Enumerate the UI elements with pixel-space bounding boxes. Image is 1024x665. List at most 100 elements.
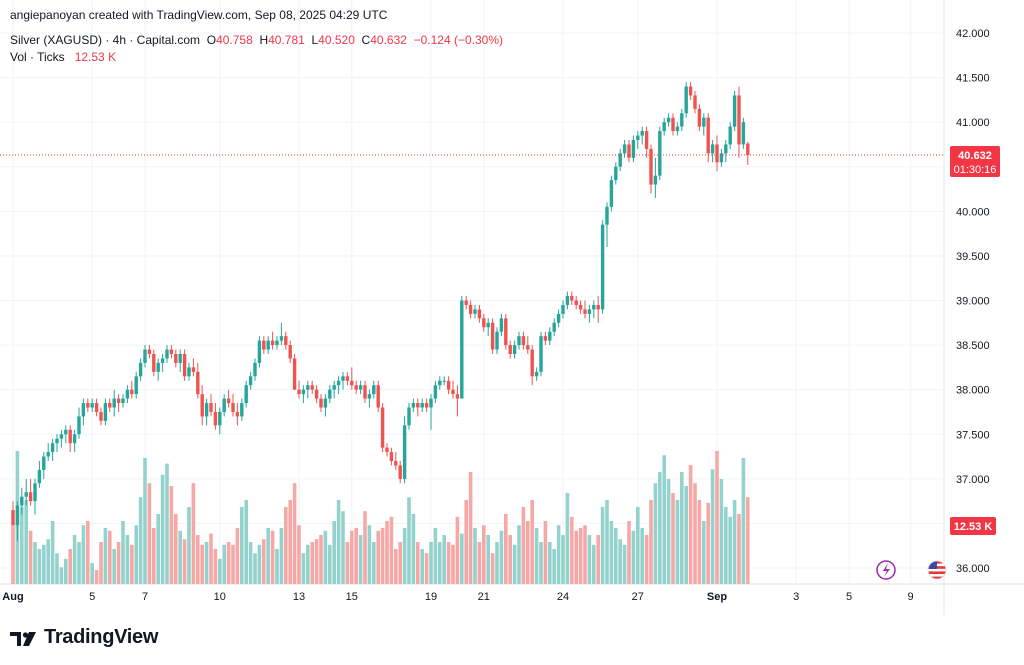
volume-bar [165, 463, 169, 584]
candle-body [112, 398, 116, 408]
candle-body [737, 95, 741, 145]
candle-body [288, 345, 292, 359]
volume-bar [702, 521, 706, 584]
candle-body [134, 376, 138, 395]
time-tick-label: 5 [846, 591, 852, 603]
volume-bar [482, 525, 486, 584]
candle-body [81, 403, 86, 417]
price-tick-label: 39.000 [956, 296, 990, 308]
volume-bar [328, 544, 332, 584]
candle-body [37, 469, 42, 484]
volume-bar [644, 535, 649, 584]
time-tick-label: 15 [346, 591, 358, 603]
tradingview-logo-icon [10, 631, 36, 646]
volume-bar [609, 521, 614, 584]
volume-bar [715, 451, 719, 584]
candle-body [310, 385, 314, 390]
volume-badge: 12.53 K [950, 517, 996, 535]
candle-body [244, 385, 248, 404]
volume-bar [90, 563, 94, 584]
volume-bar [468, 472, 473, 584]
volume-bar [143, 458, 147, 584]
volume-bar [438, 542, 442, 584]
candle-body [719, 153, 724, 163]
volume-bar [411, 514, 416, 584]
candle-body [143, 349, 147, 363]
volume-bar [200, 544, 204, 584]
candle-body [468, 304, 473, 314]
candle-body [666, 117, 671, 123]
flash-icon[interactable] [876, 560, 896, 580]
candle-body [116, 398, 121, 404]
candle-body [341, 376, 345, 381]
volume-bar [429, 542, 433, 584]
volume-bar [125, 535, 130, 584]
volume-bar [209, 533, 213, 584]
volume-bar [499, 530, 504, 584]
volume-bar [218, 558, 222, 584]
volume-bar [398, 542, 402, 584]
volume-bar [116, 542, 121, 584]
volume-bar [253, 553, 257, 584]
candle-body [671, 117, 675, 132]
candle-body [336, 380, 341, 386]
candle-body [196, 371, 200, 395]
candle-body [90, 403, 94, 408]
candle-body [94, 403, 99, 412]
volume-bars [11, 451, 750, 584]
candle-body [68, 429, 72, 444]
candle-body [693, 95, 697, 109]
tradingview-logo[interactable]: TradingView [10, 626, 158, 649]
candle-body [697, 108, 702, 127]
time-tick-label: 5 [89, 591, 95, 603]
symbol-legend[interactable]: Silver (XAGUSD) · 4h · Capital.com O40.7… [10, 33, 503, 47]
volume-bar [495, 542, 499, 584]
volume-bar [59, 567, 64, 584]
candle-body [561, 304, 565, 314]
volume-bar [534, 528, 539, 584]
candle-body [191, 367, 196, 372]
volume-bar [732, 500, 737, 584]
volume-bar [226, 542, 231, 584]
candle-body [77, 416, 81, 435]
volume-bar [666, 479, 671, 584]
volume-bar [345, 542, 350, 584]
candle-body [732, 95, 737, 127]
grid [0, 0, 1024, 615]
time-axis[interactable]: Aug 5 7 10 13 15 19 21 24 27 Sep 3 5 9 [2, 591, 913, 603]
volume-bar [389, 516, 394, 584]
volume-bar [710, 469, 715, 584]
candle-body [438, 380, 442, 386]
candle-body [275, 340, 279, 346]
candle-body [55, 438, 59, 444]
candle-body [622, 144, 627, 154]
candle-body [420, 403, 424, 408]
candle-body [253, 362, 257, 377]
candle-body [495, 331, 499, 350]
price-tick-label: 41.500 [956, 73, 990, 85]
candle-body [429, 398, 433, 408]
volume-bar [504, 514, 508, 584]
candle-body [204, 403, 209, 417]
volume-bar [24, 500, 28, 584]
candle-body [398, 465, 402, 479]
volume-bar [182, 539, 187, 584]
candle-body [587, 309, 592, 314]
price-axis[interactable]: 42.00041.50041.00040.50040.00039.50039.0… [956, 28, 990, 575]
volume-bar [420, 549, 424, 584]
volume-bar [231, 544, 235, 584]
volume-bar [64, 558, 68, 584]
candle-body [486, 322, 490, 328]
close-label: C [361, 33, 371, 47]
volume-bar [288, 500, 292, 584]
time-tick-label: 27 [632, 591, 644, 603]
candle-body [680, 113, 684, 127]
volume-bar [306, 544, 310, 584]
volume-bar [697, 500, 702, 584]
volume-bar [512, 544, 517, 584]
candle-body [570, 296, 574, 301]
volume-legend[interactable]: Vol · Ticks 12.53 K [10, 50, 116, 64]
volume-bar [600, 507, 605, 584]
us-flag-icon[interactable] [927, 560, 947, 580]
volume-bar [517, 525, 521, 584]
